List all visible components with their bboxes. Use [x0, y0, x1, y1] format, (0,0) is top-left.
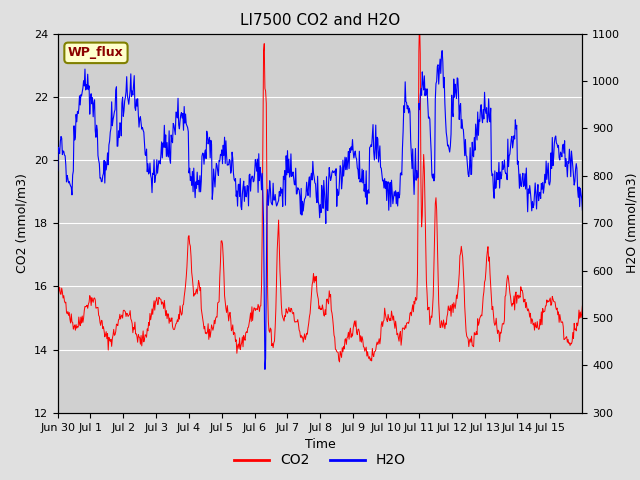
Y-axis label: H2O (mmol/m3): H2O (mmol/m3): [626, 173, 639, 274]
X-axis label: Time: Time: [305, 438, 335, 451]
Title: LI7500 CO2 and H2O: LI7500 CO2 and H2O: [240, 13, 400, 28]
Text: WP_flux: WP_flux: [68, 47, 124, 60]
Legend: CO2, H2O: CO2, H2O: [228, 448, 412, 473]
Y-axis label: CO2 (mmol/m3): CO2 (mmol/m3): [15, 173, 28, 273]
